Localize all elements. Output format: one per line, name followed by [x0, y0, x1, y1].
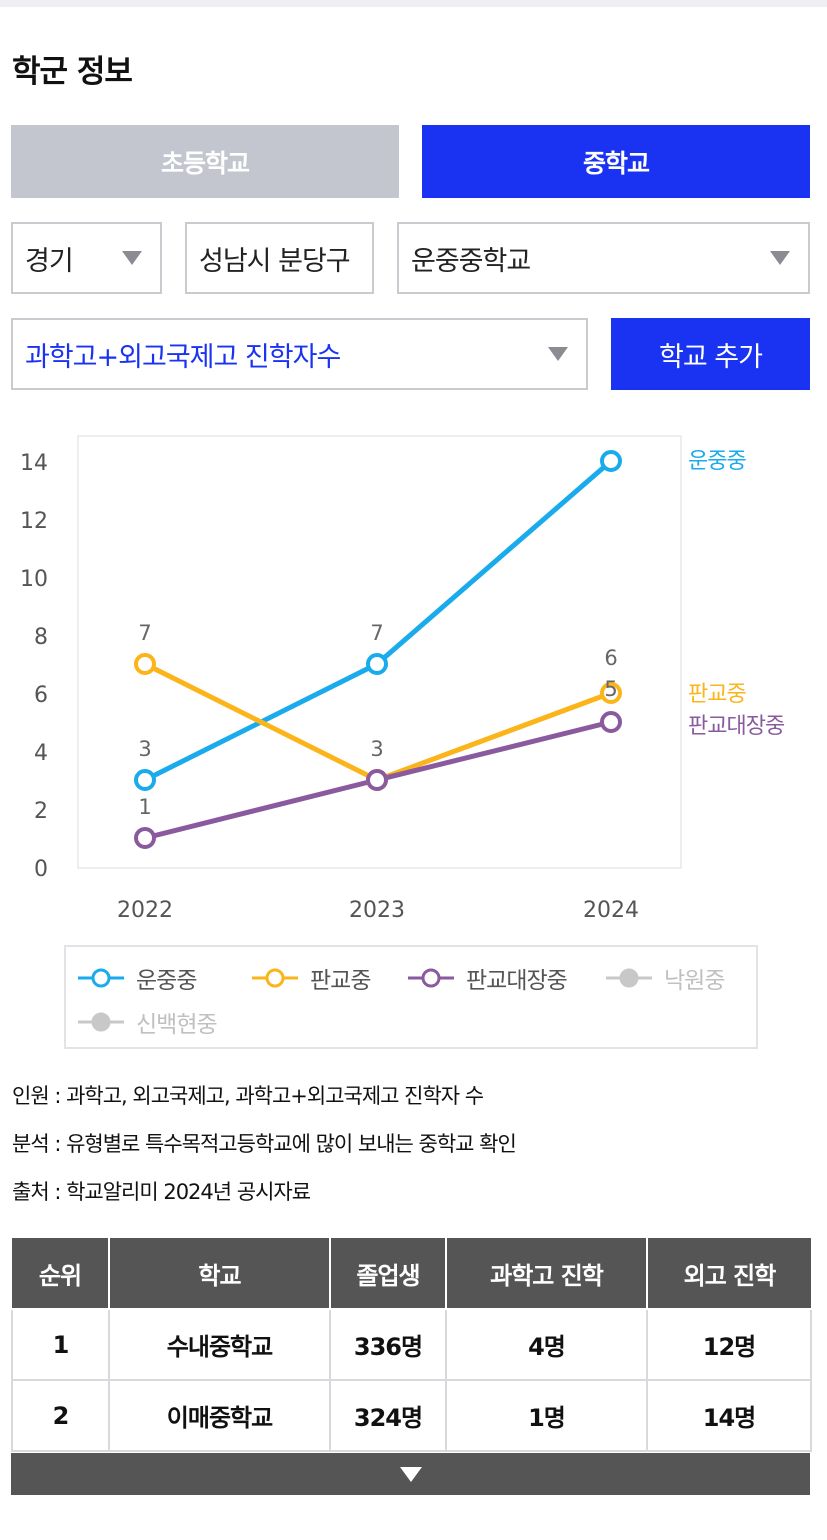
plot-area — [77, 435, 682, 869]
data-label: 1 — [138, 795, 151, 819]
tab-middle[interactable]: 중학교 — [422, 125, 810, 198]
legend-marker-icon — [606, 968, 652, 988]
col-science-hs: 과학고 진학 — [445, 1238, 648, 1310]
legend-label: 낙원중 — [664, 968, 725, 994]
cell-graduates: 324명 — [329, 1379, 447, 1452]
x-tick-label: 2023 — [349, 898, 405, 923]
data-label: 3 — [370, 737, 383, 761]
y-tick-label: 12 — [20, 509, 48, 534]
add-school-button[interactable]: 학교 추가 — [611, 318, 810, 390]
data-point — [366, 653, 388, 675]
caret-down-icon — [399, 1466, 422, 1482]
data-point — [366, 769, 388, 791]
data-label: 3 — [138, 737, 151, 761]
y-tick-label: 0 — [34, 857, 48, 882]
data-label: 5 — [604, 677, 617, 701]
legend-item[interactable]: 낙원중 — [606, 961, 725, 995]
legend-item[interactable]: 판교대장중 — [408, 961, 568, 995]
legend-label: 판교대장중 — [466, 968, 568, 994]
data-point — [134, 653, 156, 675]
school-select[interactable]: 운중중학교 — [397, 222, 810, 294]
top-bar — [0, 0, 827, 7]
legend-item[interactable]: 신백현중 — [78, 1005, 218, 1039]
chevron-down-icon — [770, 251, 790, 265]
cell-science-hs: 4명 — [445, 1308, 648, 1381]
x-tick-label: 2024 — [583, 898, 639, 923]
ranking-table: 순위 학교 졸업생 과학고 진학 외고 진학 1 수내중학교 336명 4명 1… — [11, 1238, 812, 1452]
legend-marker-icon — [252, 968, 298, 988]
cell-rank: 1 — [11, 1308, 110, 1381]
note-source: 출처 : 학교알리미 2024년 공시자료 — [12, 1180, 311, 1204]
cell-school: 이매중학교 — [108, 1379, 331, 1452]
data-label: 7 — [138, 621, 151, 645]
school-value: 운중중학교 — [411, 245, 531, 277]
legend-label: 신백현중 — [136, 1012, 218, 1038]
table-header-row: 순위 학교 졸업생 과학고 진학 외고 진학 — [12, 1238, 811, 1310]
cell-foreign-hs: 14명 — [646, 1379, 812, 1452]
col-graduates: 졸업생 — [329, 1238, 447, 1310]
legend-label: 판교중 — [310, 968, 371, 994]
series-end-label: 판교중 — [688, 682, 746, 707]
legend-marker-icon — [408, 968, 454, 988]
data-label: 6 — [604, 646, 617, 670]
table-row[interactable]: 1 수내중학교 336명 4명 12명 — [11, 1308, 812, 1381]
y-tick-label: 2 — [34, 799, 48, 824]
col-rank: 순위 — [12, 1238, 110, 1310]
y-tick-label: 6 — [34, 683, 48, 708]
y-tick-label: 14 — [20, 451, 48, 476]
province-value: 경기 — [25, 245, 74, 277]
data-point — [600, 711, 622, 733]
y-tick-label: 10 — [20, 567, 48, 592]
data-point — [600, 450, 622, 472]
city-value: 성남시 분당구 — [199, 245, 351, 277]
note-count: 인원 : 과학고, 외고국제고, 과학고+외고국제고 진학자 수 — [12, 1084, 484, 1108]
table-row[interactable]: 2 이매중학교 324명 1명 14명 — [11, 1379, 812, 1452]
cell-graduates: 336명 — [329, 1308, 447, 1381]
legend-label: 운중중 — [136, 968, 197, 994]
metric-value: 과학고+외고국제고 진학자수 — [25, 341, 341, 373]
series-end-label: 판교대장중 — [688, 714, 785, 739]
col-school: 학교 — [108, 1238, 331, 1310]
data-point — [134, 769, 156, 791]
cell-rank: 2 — [11, 1379, 110, 1452]
cell-school: 수내중학교 — [108, 1308, 331, 1381]
tab-elementary[interactable]: 초등학교 — [11, 125, 399, 198]
chevron-down-icon — [548, 347, 568, 361]
legend-item[interactable]: 운중중 — [78, 961, 197, 995]
col-foreign-hs: 외고 진학 — [646, 1238, 811, 1310]
line-chart: 0 2 4 6 8 10 12 14 2022 2023 2024 3 7 운중중 7 3 6 판교중 1 5 판교대장… — [20, 435, 786, 923]
data-label: 7 — [370, 621, 383, 645]
cell-science-hs: 1명 — [445, 1379, 648, 1452]
legend-marker-icon — [78, 968, 124, 988]
province-select[interactable]: 경기 — [11, 222, 162, 294]
data-point — [134, 827, 156, 849]
show-more-button[interactable] — [11, 1453, 810, 1495]
city-select[interactable]: 성남시 분당구 — [185, 222, 374, 294]
cell-foreign-hs: 12명 — [646, 1308, 812, 1381]
chevron-down-icon — [122, 251, 142, 265]
legend-item[interactable]: 판교중 — [252, 961, 371, 995]
data-point — [600, 682, 622, 704]
y-tick-label: 4 — [34, 741, 48, 766]
legend-marker-icon — [78, 1012, 124, 1032]
y-tick-label: 8 — [34, 625, 48, 650]
note-analysis: 분석 : 유형별로 특수목적고등학교에 많이 보내는 중학교 확인 — [12, 1132, 517, 1156]
page-title: 학군 정보 — [12, 54, 133, 90]
x-tick-label: 2022 — [117, 898, 173, 923]
series-end-label: 운중중 — [688, 449, 746, 474]
metric-select[interactable]: 과학고+외고국제고 진학자수 — [11, 318, 588, 390]
